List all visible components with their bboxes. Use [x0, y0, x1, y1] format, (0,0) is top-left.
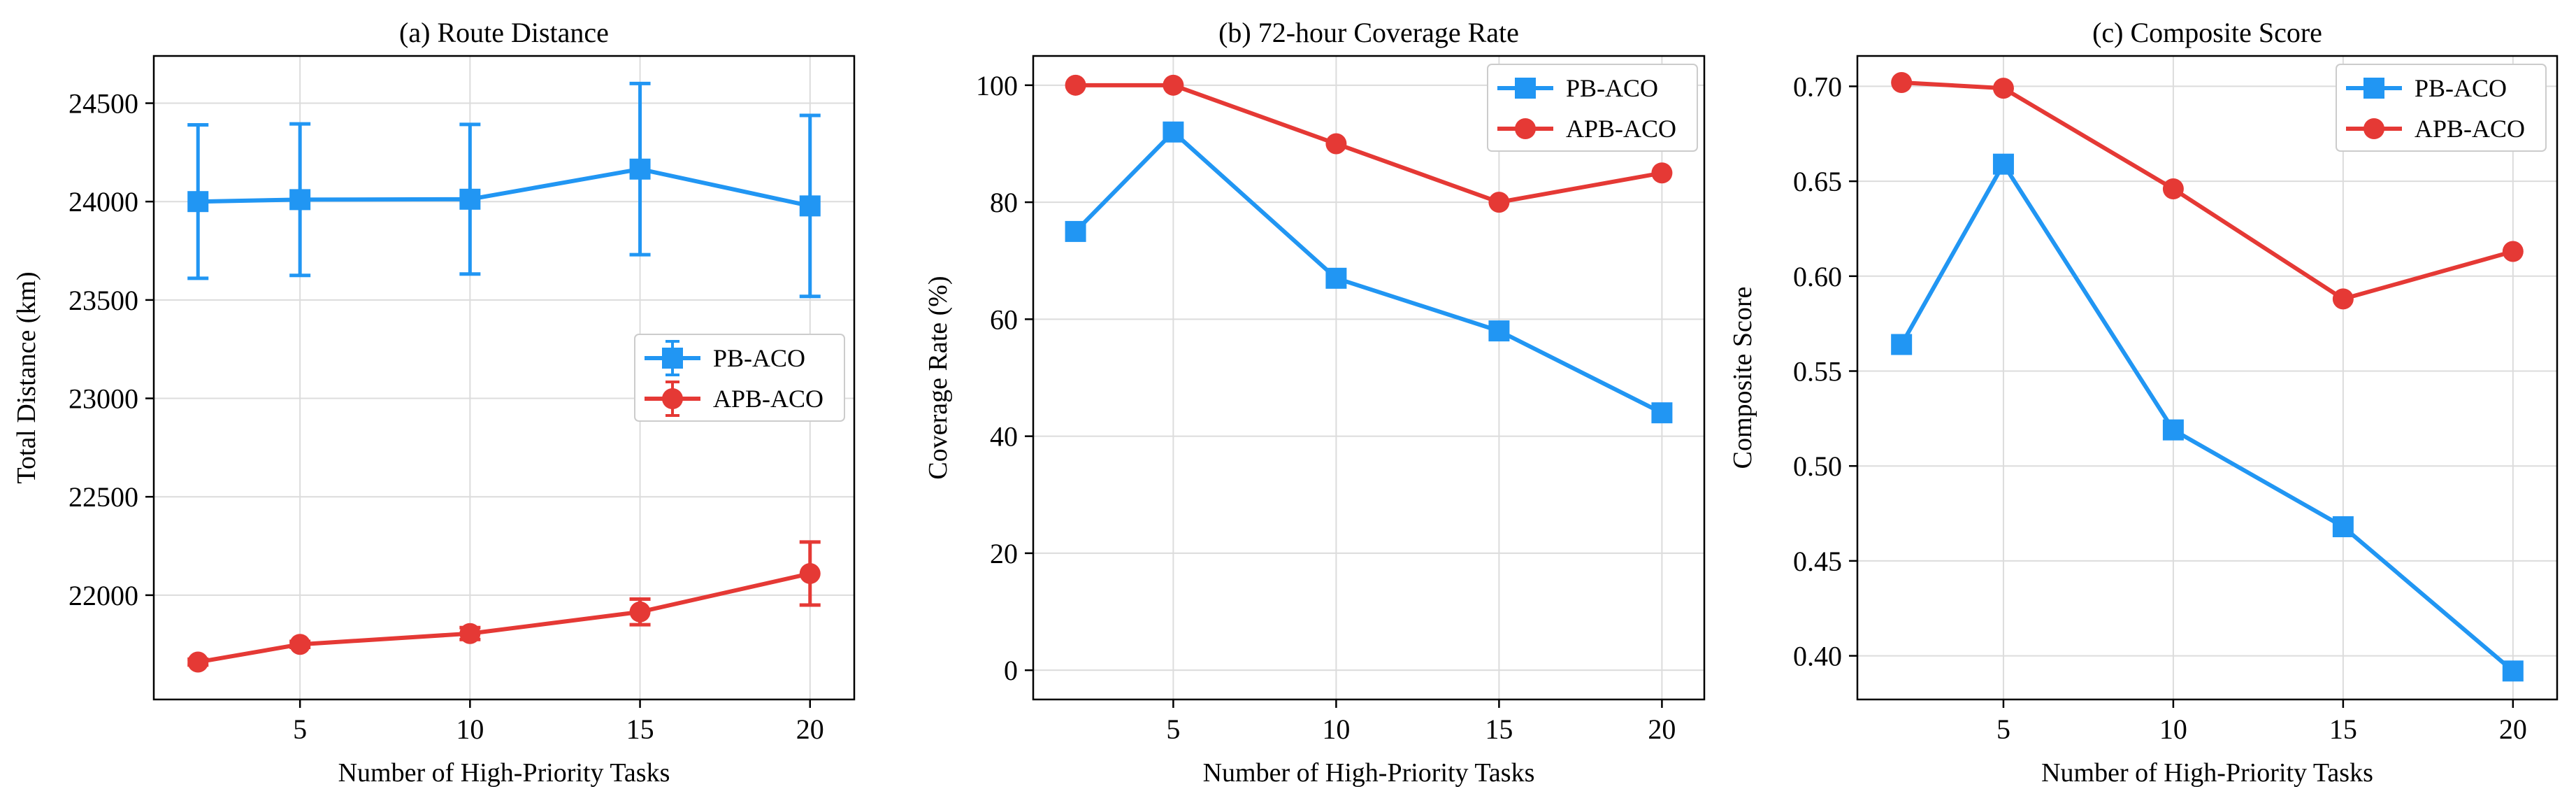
y-tick-label: 23500 — [69, 285, 138, 316]
y-axis-label: Coverage Rate (%) — [923, 276, 953, 479]
y-tick-label: 60 — [990, 304, 1018, 335]
legend: PB-ACO APB-ACO — [2336, 64, 2547, 152]
y-tick-label: 100 — [976, 70, 1018, 101]
legend-label: APB-ACO — [713, 385, 823, 413]
x-tick-label: 15 — [1485, 713, 1513, 745]
legend: PB-ACO APB-ACO — [1487, 64, 1698, 152]
x-axis-label: Number of High-Priority Tasks — [2041, 758, 2373, 788]
data-point — [187, 651, 209, 673]
legend-marker — [1515, 78, 1536, 99]
y-tick-label: 80 — [990, 187, 1018, 218]
x-axis-label: Number of High-Priority Tasks — [1203, 758, 1535, 788]
y-axis-label: Total Distance (km) — [12, 271, 41, 483]
y-tick-label: 0.65 — [1793, 166, 1842, 197]
y-tick-label: 23000 — [69, 383, 138, 415]
panel-coverage-rate: 5 10 15 20 0 20 40 60 80 100 (b) 72-hour Coverage … — [923, 17, 1706, 788]
data-point — [1065, 220, 1086, 242]
y-tick-label: 0.70 — [1793, 71, 1842, 102]
x-tick-label: 10 — [1322, 713, 1350, 745]
y-tick-label: 22500 — [69, 481, 138, 513]
data-point — [2502, 241, 2524, 262]
legend-marker — [2363, 118, 2384, 139]
panel-route-distance: 5 10 15 20 22000 22500 23000 23500 24000 24500 (a)… — [12, 17, 856, 788]
legend-marker — [1515, 118, 1536, 139]
data-point — [1651, 162, 1673, 184]
panel-title: (b) 72-hour Coverage Rate — [1218, 17, 1519, 48]
y-axis-label: Composite Score — [1728, 287, 1757, 469]
data-point — [1992, 153, 2014, 175]
legend-label: APB-ACO — [2415, 115, 2525, 143]
series-line-pb-aco — [1899, 162, 2514, 673]
y-tick-label: 0.45 — [1793, 546, 1842, 577]
legend-marker — [662, 348, 683, 369]
panel-title: (c) Composite Score — [2092, 17, 2322, 48]
data-point — [2332, 516, 2354, 538]
data-point — [1163, 121, 1184, 143]
x-tick-label: 10 — [456, 713, 484, 745]
legend-label: APB-ACO — [1566, 115, 1676, 143]
plot-frame — [152, 55, 856, 701]
y-tick-label: 40 — [990, 421, 1018, 453]
data-point — [459, 188, 481, 210]
data-point — [1992, 78, 2014, 99]
y-tick-label: 0.40 — [1793, 641, 1842, 672]
data-point — [459, 623, 481, 644]
data-point — [289, 189, 311, 211]
x-tick-label: 10 — [2159, 713, 2187, 745]
data-point — [187, 191, 209, 213]
data-point — [1488, 192, 1510, 213]
y-tick-label: 0.60 — [1793, 261, 1842, 292]
x-tick-label: 5 — [1166, 713, 1180, 745]
y-tick-label: 22000 — [69, 580, 138, 611]
data-point — [1651, 402, 1673, 424]
x-tick-label: 20 — [796, 713, 824, 745]
y-tick-label: 20 — [990, 538, 1018, 569]
legend-label: PB-ACO — [713, 344, 805, 372]
y-tick-label: 24000 — [69, 186, 138, 218]
plot-frame — [1032, 55, 1706, 701]
x-tick-label: 5 — [293, 713, 307, 745]
data-point — [799, 562, 821, 584]
plot-frame — [1856, 55, 2559, 701]
data-point — [629, 601, 651, 623]
data-point — [1488, 320, 1510, 342]
panel-title: (a) Route Distance — [399, 17, 609, 48]
legend-label: PB-ACO — [2415, 74, 2507, 102]
data-point — [2162, 178, 2184, 199]
data-point — [1325, 133, 1347, 155]
data-point — [1891, 71, 1913, 93]
legend-label: PB-ACO — [1566, 74, 1658, 102]
y-tick-label: 0.55 — [1793, 356, 1842, 388]
x-tick-label: 15 — [2329, 713, 2357, 745]
data-point — [1163, 74, 1184, 96]
data-point — [799, 195, 821, 217]
legend: PB-ACO APB-ACO — [634, 334, 845, 422]
data-point — [629, 158, 651, 180]
data-point — [1891, 334, 1913, 355]
data-point — [1065, 74, 1086, 96]
data-point — [2502, 660, 2524, 682]
x-axis-label: Number of High-Priority Tasks — [338, 758, 670, 788]
data-point — [289, 634, 311, 655]
y-tick-label: 0 — [1004, 655, 1018, 686]
data-point — [2332, 288, 2354, 310]
series-line-pb-aco — [1074, 129, 1663, 415]
panel-composite-score: 5 10 15 20 0.40 0.45 0.50 0.55 0.60 0.65 0.70 (c) C… — [1728, 17, 2559, 788]
x-tick-label: 15 — [626, 713, 654, 745]
legend-marker — [662, 388, 683, 409]
x-tick-label: 20 — [2499, 713, 2527, 745]
y-tick-label: 0.50 — [1793, 450, 1842, 482]
x-tick-label: 5 — [1996, 713, 2010, 745]
data-point — [2162, 419, 2184, 441]
y-tick-label: 24500 — [69, 88, 138, 120]
data-point — [1325, 267, 1347, 289]
x-tick-label: 20 — [1648, 713, 1676, 745]
legend-marker — [2363, 78, 2384, 99]
